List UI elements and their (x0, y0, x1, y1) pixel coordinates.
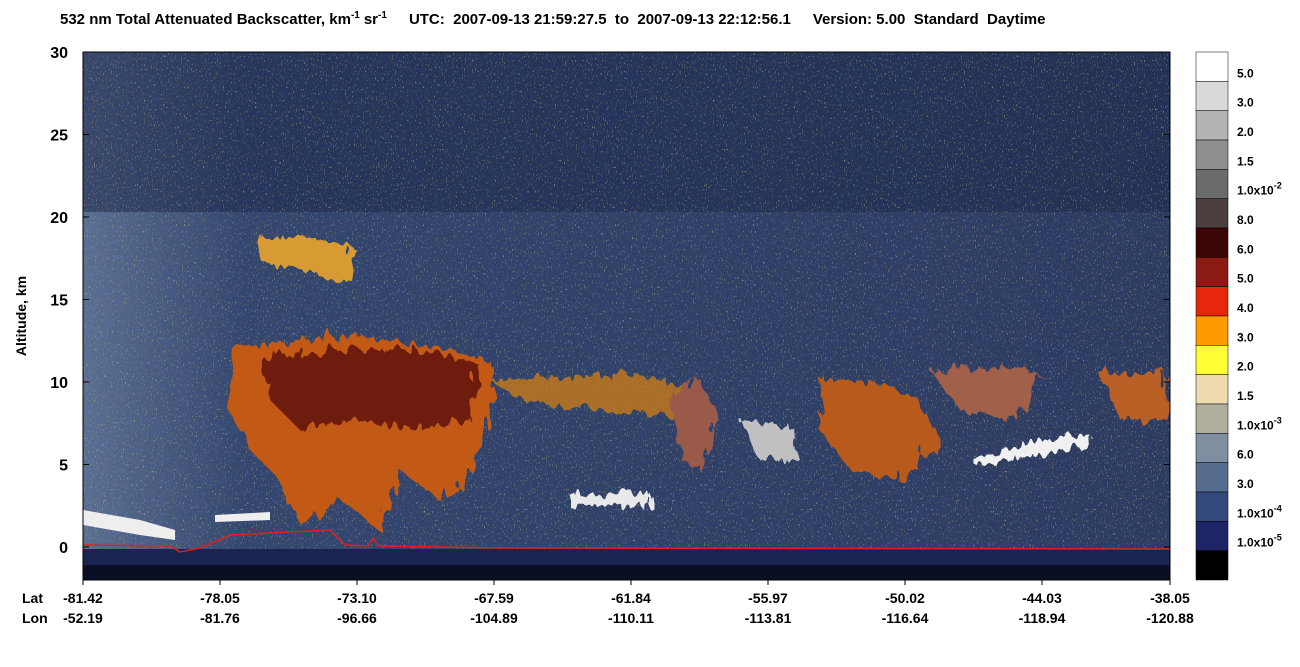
x-tick-label: -67.59 (474, 590, 514, 606)
colorbar-label: 6.0 (1237, 242, 1254, 256)
title-version: Version: 5.00 Standard Daytime (813, 11, 1046, 28)
y-tick-label: 20 (50, 210, 68, 227)
x-row-label: Lat (22, 590, 43, 606)
colorbar-label-exp: -5 (1274, 533, 1282, 543)
y-tick-label: 30 (50, 45, 68, 62)
colorbar-swatch (1195, 462, 1229, 493)
y-axis-label: Altitude, km (13, 276, 29, 356)
colorbar-swatch (1195, 227, 1229, 258)
colorbar-swatch (1195, 110, 1229, 141)
title-utc: UTC: 2007-09-13 21:59:27.5 to 2007-09-13… (409, 11, 791, 28)
colorbar-label: 1.0x10-3 (1237, 415, 1282, 432)
colorbar-swatch (1195, 81, 1229, 111)
colorbar-swatch (1195, 550, 1229, 581)
x-tick-label: -78.05 (200, 590, 240, 606)
colorbar-swatch (1195, 169, 1229, 199)
colorbar-label: 3.0 (1237, 96, 1254, 110)
colorbar-label-base: 1.0x10 (1237, 536, 1274, 550)
colorbar-swatch (1195, 286, 1229, 317)
colorbar-label-exp: -3 (1274, 415, 1282, 425)
backscatter-image (83, 52, 1170, 580)
colorbar-label: 3.0 (1237, 477, 1254, 491)
colorbar-label: 5.0 (1237, 66, 1254, 80)
colorbar-label: 2.0 (1237, 125, 1254, 139)
colorbar-label: 3.0 (1237, 330, 1254, 344)
colorbar-label: 1.0x10-5 (1237, 533, 1282, 550)
y-tick-label: 10 (50, 375, 68, 392)
x-tick-label: -81.76 (200, 610, 240, 626)
colorbar-label: 1.5 (1237, 389, 1254, 403)
colorbar-label-base: 1.0x10 (1237, 418, 1274, 432)
colorbar-label-base: 1.0x10 (1237, 506, 1274, 520)
x-tick-label: -104.89 (470, 610, 518, 626)
colorbar-label: 5.0 (1237, 272, 1254, 286)
colorbar-label: 1.5 (1237, 154, 1254, 168)
y-tick-label: 0 (59, 540, 68, 557)
x-tick-label: -113.81 (745, 610, 792, 626)
x-tick-label: -116.64 (882, 610, 929, 626)
title-sup: -1 (351, 10, 360, 21)
x-tick-label: -81.42 (63, 590, 103, 606)
y-tick-label: 5 (59, 458, 68, 475)
x-tick-label: -96.66 (337, 610, 377, 626)
plot-frame (82, 51, 1171, 581)
x-tick-label: -120.88 (1146, 610, 1194, 626)
title-text: 532 nm Total Attenuated Backscatter, km (60, 11, 351, 28)
colorbar-swatch (1195, 257, 1229, 287)
colorbar-swatch (1195, 433, 1229, 463)
colorbar-label-exp: -4 (1274, 503, 1282, 513)
colorbar-label: 1.0x10-2 (1237, 181, 1282, 198)
chart-title: 532 nm Total Attenuated Backscatter, km-… (60, 10, 1045, 28)
colorbar-swatch (1195, 491, 1229, 522)
colorbar-swatch (1195, 51, 1229, 82)
colorbar-label: 8.0 (1237, 213, 1254, 227)
colorbar-label-base: 1.0x10 (1237, 184, 1274, 198)
x-tick-label: -118.94 (1019, 610, 1066, 626)
x-tick-label: -110.11 (608, 610, 654, 626)
colorbar-label: 4.0 (1237, 301, 1254, 315)
y-tick-label: 25 (50, 128, 68, 145)
colorbar-swatch (1195, 139, 1229, 170)
x-tick-label: -52.19 (63, 610, 103, 626)
colorbar-label: 2.0 (1237, 360, 1254, 374)
title-text: sr (364, 11, 378, 28)
colorbar-swatch (1195, 315, 1229, 346)
colorbar-label-exp: -2 (1274, 181, 1282, 191)
x-tick-label: -55.97 (748, 590, 788, 606)
colorbar-swatch (1195, 521, 1229, 551)
x-tick-label: -50.02 (885, 590, 925, 606)
x-tick-label: -61.84 (611, 590, 651, 606)
colorbar-swatch (1195, 198, 1229, 229)
colorbar-swatch (1195, 345, 1229, 375)
colorbar-swatch (1195, 403, 1229, 434)
x-tick-label: -73.10 (337, 590, 377, 606)
colorbar-label: 1.0x10-4 (1237, 503, 1282, 520)
x-tick-label: -44.03 (1022, 590, 1062, 606)
colorbar-swatch (1195, 374, 1229, 405)
x-row-label: Lon (22, 610, 48, 626)
y-tick-label: 15 (50, 293, 68, 310)
title-sup: -1 (378, 10, 387, 21)
x-tick-label: -38.05 (1150, 590, 1190, 606)
colorbar-label: 6.0 (1237, 448, 1254, 462)
